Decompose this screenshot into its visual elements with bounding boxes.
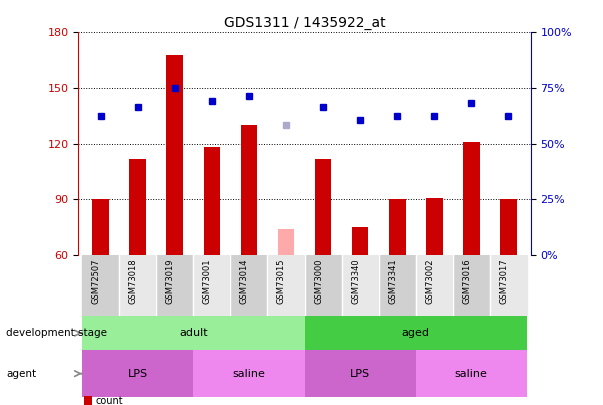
Text: GSM73001: GSM73001 [203, 258, 212, 304]
Bar [241, 125, 257, 255]
Bar [352, 227, 368, 255]
Bar [415, 350, 527, 397]
Bar [305, 350, 415, 397]
Bar [379, 255, 415, 316]
Bar [203, 147, 220, 255]
Text: count: count [95, 396, 123, 405]
Bar [500, 200, 517, 255]
Text: saline: saline [233, 369, 265, 379]
Bar [130, 159, 146, 255]
Bar [194, 350, 305, 397]
Text: GSM73341: GSM73341 [388, 258, 397, 304]
Text: GSM73015: GSM73015 [277, 258, 286, 304]
Bar [490, 255, 527, 316]
Text: development stage: development stage [6, 328, 107, 338]
Text: GSM73002: GSM73002 [425, 258, 434, 304]
Text: aged: aged [402, 328, 430, 338]
Bar [463, 142, 479, 255]
Text: GSM73019: GSM73019 [166, 258, 175, 304]
Bar [426, 198, 443, 255]
Text: GSM73016: GSM73016 [463, 258, 472, 304]
Bar [194, 255, 230, 316]
Bar [92, 200, 109, 255]
Text: GSM73000: GSM73000 [314, 258, 323, 304]
Text: GSM73340: GSM73340 [351, 258, 360, 304]
Text: agent: agent [6, 369, 36, 379]
Bar [341, 255, 379, 316]
Bar [415, 255, 453, 316]
Bar [268, 255, 305, 316]
Text: GSM72507: GSM72507 [92, 258, 101, 304]
Bar [82, 316, 305, 350]
Bar [230, 255, 268, 316]
Bar [82, 255, 119, 316]
Text: GSM73014: GSM73014 [240, 258, 249, 304]
Text: saline: saline [455, 369, 488, 379]
Bar [156, 255, 194, 316]
Bar [82, 350, 194, 397]
Bar [119, 255, 156, 316]
Bar [166, 55, 183, 255]
Text: GSM73018: GSM73018 [128, 258, 137, 304]
Bar [315, 159, 332, 255]
Text: GSM73017: GSM73017 [499, 258, 508, 304]
Bar [305, 316, 527, 350]
Bar [453, 255, 490, 316]
Bar [305, 255, 341, 316]
Title: GDS1311 / 1435922_at: GDS1311 / 1435922_at [224, 16, 385, 30]
Text: LPS: LPS [128, 369, 148, 379]
Bar [389, 200, 406, 255]
Text: LPS: LPS [350, 369, 370, 379]
Bar [277, 229, 294, 255]
Text: adult: adult [179, 328, 207, 338]
